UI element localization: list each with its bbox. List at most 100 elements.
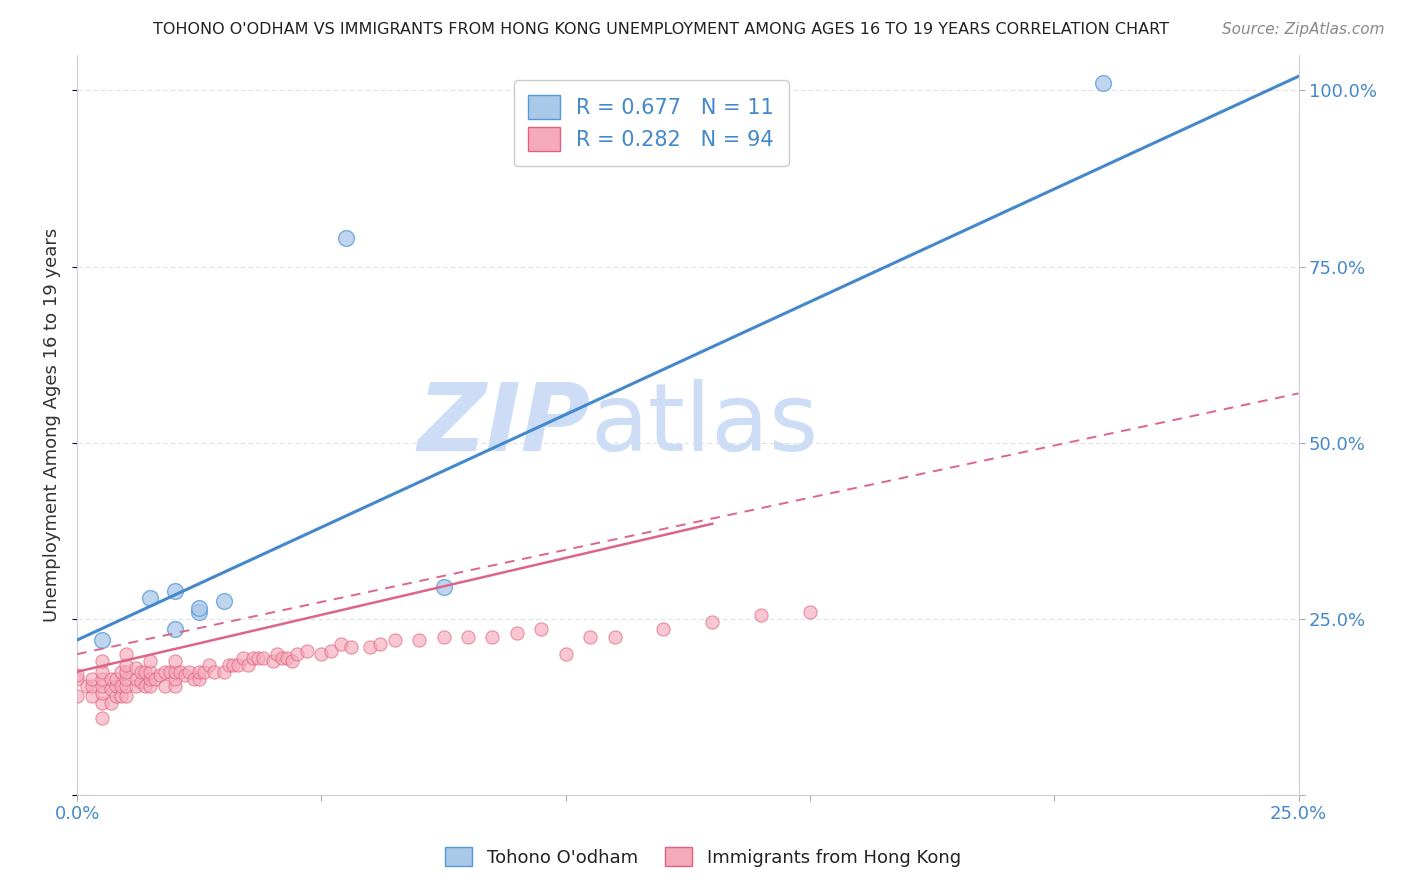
Point	[100, 697, 122, 711]
Point	[749, 608, 772, 623]
Text: ZIP: ZIP	[418, 379, 591, 471]
Point	[129, 665, 152, 679]
Point	[159, 665, 181, 679]
Point	[90, 672, 112, 686]
Point	[236, 657, 259, 672]
Legend: R = 0.677   N = 11, R = 0.282   N = 94: R = 0.677 N = 11, R = 0.282 N = 94	[513, 80, 789, 166]
Point	[228, 657, 250, 672]
Point	[232, 650, 254, 665]
Point	[163, 654, 186, 668]
Point	[246, 650, 269, 665]
Point	[198, 657, 221, 672]
Point	[149, 668, 172, 682]
Point	[252, 650, 274, 665]
Point	[66, 668, 89, 682]
Point	[183, 672, 205, 686]
Point	[169, 665, 191, 679]
Y-axis label: Unemployment Among Ages 16 to 19 years: Unemployment Among Ages 16 to 19 years	[44, 228, 60, 623]
Point	[359, 640, 381, 654]
Point	[384, 633, 406, 648]
Point	[115, 657, 138, 672]
Point	[603, 630, 626, 644]
Point	[115, 690, 138, 704]
Point	[115, 665, 138, 679]
Point	[554, 647, 576, 661]
Point	[134, 679, 156, 693]
Point	[100, 682, 122, 697]
Point	[281, 654, 304, 668]
Point	[266, 647, 288, 661]
Point	[212, 594, 235, 608]
Point	[530, 623, 553, 637]
Text: atlas: atlas	[591, 379, 818, 471]
Point	[139, 679, 162, 693]
Point	[652, 623, 675, 637]
Point	[321, 643, 343, 657]
Point	[105, 690, 128, 704]
Point	[432, 580, 454, 594]
Point	[90, 654, 112, 668]
Point	[115, 679, 138, 693]
Point	[188, 665, 211, 679]
Point	[134, 665, 156, 679]
Point	[115, 672, 138, 686]
Point	[457, 630, 479, 644]
Point	[139, 672, 162, 686]
Point	[285, 647, 308, 661]
Point	[262, 654, 284, 668]
Point	[125, 672, 148, 686]
Point	[110, 690, 132, 704]
Point	[90, 710, 112, 724]
Point	[105, 672, 128, 686]
Point	[129, 675, 152, 690]
Point	[368, 636, 391, 650]
Point	[311, 647, 333, 661]
Point	[242, 650, 264, 665]
Point	[218, 657, 240, 672]
Point	[139, 665, 162, 679]
Point	[506, 626, 529, 640]
Point	[212, 665, 235, 679]
Point	[139, 591, 162, 605]
Point	[202, 665, 225, 679]
Point	[90, 679, 112, 693]
Point	[125, 679, 148, 693]
Point	[90, 633, 112, 648]
Point	[179, 665, 201, 679]
Point	[432, 630, 454, 644]
Point	[481, 630, 503, 644]
Point	[1092, 76, 1115, 90]
Point	[295, 643, 318, 657]
Point	[163, 623, 186, 637]
Point	[163, 665, 186, 679]
Text: TOHONO O'ODHAM VS IMMIGRANTS FROM HONG KONG UNEMPLOYMENT AMONG AGES 16 TO 19 YEA: TOHONO O'ODHAM VS IMMIGRANTS FROM HONG K…	[153, 22, 1168, 37]
Point	[110, 665, 132, 679]
Point	[80, 690, 103, 704]
Point	[115, 647, 138, 661]
Point	[139, 654, 162, 668]
Point	[76, 679, 98, 693]
Point	[143, 672, 166, 686]
Point	[90, 697, 112, 711]
Point	[579, 630, 602, 644]
Point	[339, 640, 361, 654]
Point	[110, 679, 132, 693]
Point	[100, 672, 122, 686]
Point	[193, 665, 215, 679]
Legend: Tohono O'odham, Immigrants from Hong Kong: Tohono O'odham, Immigrants from Hong Kon…	[439, 840, 967, 874]
Point	[335, 231, 357, 245]
Point	[105, 679, 128, 693]
Point	[80, 679, 103, 693]
Point	[163, 672, 186, 686]
Point	[222, 657, 245, 672]
Point	[153, 665, 176, 679]
Point	[188, 601, 211, 615]
Point	[163, 583, 186, 598]
Point	[276, 650, 298, 665]
Point	[702, 615, 724, 630]
Point	[80, 672, 103, 686]
Point	[66, 690, 89, 704]
Point	[271, 650, 294, 665]
Text: Source: ZipAtlas.com: Source: ZipAtlas.com	[1222, 22, 1385, 37]
Point	[125, 661, 148, 675]
